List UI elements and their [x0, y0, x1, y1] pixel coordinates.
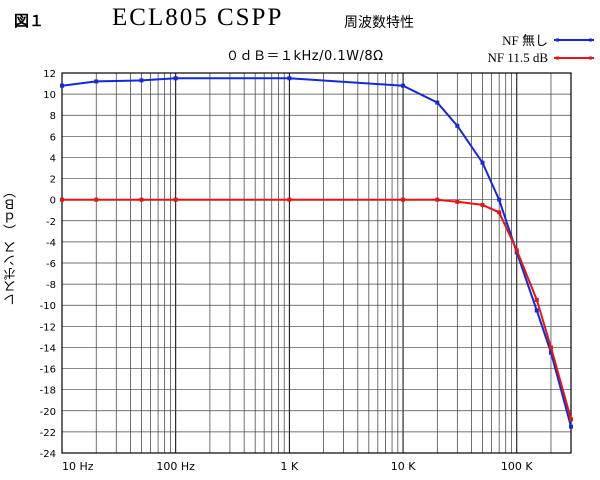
legend-swatch	[554, 56, 594, 60]
y-tick-label: -22	[40, 428, 56, 439]
series-1-point	[94, 197, 99, 202]
y-tick-label: 10	[43, 90, 56, 101]
series-0-point	[401, 83, 406, 88]
y-tick-label: -18	[40, 386, 56, 397]
legend-entry-nf-11-5: NF 11.5 dB	[452, 50, 594, 66]
y-tick-label: 0	[50, 196, 56, 207]
y-tick-label: -2	[46, 217, 56, 228]
series-1-point	[435, 197, 440, 202]
series-0-point	[455, 123, 460, 128]
x-tick-label: 100 K	[501, 460, 533, 473]
grid-lines	[61, 72, 572, 454]
series-0-point	[94, 79, 99, 84]
y-tick-label: 4	[50, 153, 56, 164]
series-0-point	[480, 160, 485, 165]
y-tick-label: 2	[50, 175, 56, 186]
series-1-point	[455, 199, 460, 204]
legend-swatch	[554, 38, 594, 41]
y-tick-label: -14	[40, 343, 56, 354]
y-tick-label: 6	[50, 132, 56, 143]
reference-note: ０ｄＢ＝１kHz/0.1W/8Ω	[226, 49, 384, 64]
series-0-point	[534, 308, 539, 313]
series-1-point	[60, 197, 64, 202]
series-1-point	[480, 202, 485, 207]
y-tick-label: -6	[46, 259, 56, 270]
series-0-point	[139, 78, 144, 83]
chart-title: ECL805 CSPP	[112, 4, 284, 31]
chart-subtitle: 周波数特性	[344, 15, 414, 31]
series-group	[60, 76, 573, 429]
x-tick-label: 10 K	[391, 460, 416, 473]
series-1-point	[401, 197, 406, 202]
series-line-1	[62, 198, 572, 420]
series-0-point	[287, 76, 292, 81]
legend-label: NF 無し	[502, 33, 548, 48]
x-tick-label: 100 Hz	[156, 460, 195, 473]
series-0-point	[569, 424, 573, 429]
y-tick-label: 12	[43, 69, 56, 80]
x-tick-label: 10 Hz	[62, 460, 94, 473]
series-0-point	[497, 197, 502, 202]
figure-label: 図１	[14, 12, 45, 30]
series-0-point	[548, 350, 553, 355]
series-0-point	[435, 100, 440, 105]
series-1-point	[548, 345, 553, 350]
y-tick-label: -16	[40, 365, 56, 376]
series-1-point	[287, 197, 292, 202]
series-line-0	[61, 77, 572, 427]
legend-entry-nf-none: NF 無し	[452, 30, 594, 49]
legend-label: NF 11.5 dB	[487, 50, 548, 65]
x-tick-labels: 10 Hz 100 Hz 1 K 10 K 100 K	[62, 460, 533, 473]
series-1-point	[173, 197, 178, 202]
series-0-point	[173, 76, 178, 81]
y-tick-labels: 12 10 8 6 4 2 0 -2 -4 -6 -8 -10 -12 -14 -16 -18 -20 -22 -2…	[40, 69, 56, 460]
series-0-point	[60, 83, 64, 88]
y-tick-label: -20	[40, 407, 56, 418]
series-1-point	[139, 197, 144, 202]
series-1-point	[497, 210, 502, 215]
y-tick-label: -10	[40, 301, 56, 312]
y-tick-label: -4	[46, 238, 56, 249]
series-1-point	[569, 417, 573, 422]
y-tick-label: -12	[40, 322, 56, 333]
y-tick-label: -8	[46, 280, 56, 291]
y-tick-label: -24	[40, 449, 56, 460]
y-tick-label: 8	[50, 111, 56, 122]
x-tick-label: 1 K	[281, 460, 299, 473]
series-1-point	[514, 248, 519, 253]
series-1-point	[534, 297, 539, 302]
axes	[61, 72, 572, 454]
plot-frame	[61, 72, 572, 454]
